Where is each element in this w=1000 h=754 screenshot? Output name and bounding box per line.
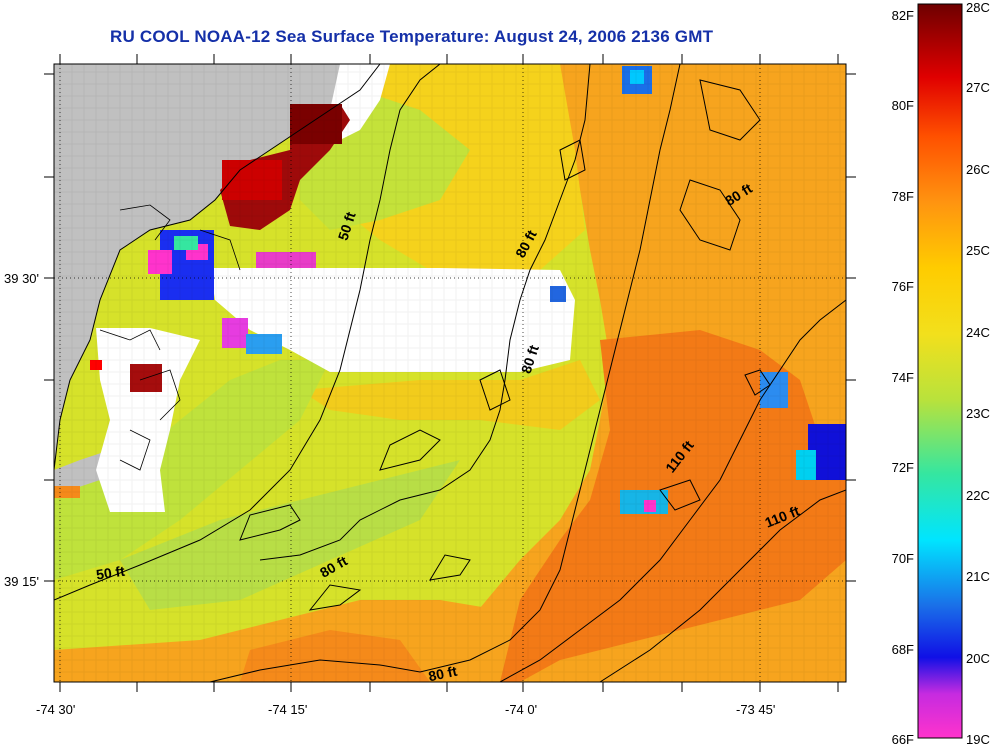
colorbar-c-22: 22C — [966, 488, 990, 503]
lon-label-4: -73 45' — [736, 702, 775, 717]
colorbar-f-68: 68F — [892, 642, 914, 657]
lon-label-1: -74 30' — [36, 702, 75, 717]
colorbar-c-23: 23C — [966, 406, 990, 421]
colorbar-f-66: 66F — [892, 732, 914, 747]
map-title: RU COOL NOAA-12 Sea Surface Temperature:… — [110, 27, 714, 46]
lat-label-2: 39 15' — [4, 574, 39, 589]
coastline — [54, 64, 381, 471]
bathymetry-contours — [54, 64, 846, 682]
colorbar-f-72: 72F — [892, 460, 914, 475]
lat-lon-grid — [54, 64, 846, 682]
map-frame — [53, 63, 847, 683]
colorbar-f-74: 74F — [892, 370, 914, 385]
lon-label-2: -74 15' — [268, 702, 307, 717]
pixel-texture — [54, 64, 846, 682]
colorbar-c-26: 26C — [966, 162, 990, 177]
colorbar-c-24: 24C — [966, 325, 990, 340]
colorbar-f-70: 70F — [892, 551, 914, 566]
colorbar-f-78: 78F — [892, 189, 914, 204]
frame-ticks — [44, 54, 856, 692]
lon-label-3: -74 0' — [505, 702, 537, 717]
colorbar-c-20: 20C — [966, 651, 990, 666]
contour-label-80ft-bottom: 80 ft — [427, 663, 459, 685]
lat-label-1: 39 30' — [4, 271, 39, 286]
colorbar-c-21: 21C — [966, 569, 990, 584]
barrier-islands — [99, 204, 241, 471]
colorbar-c-19: 19C — [966, 732, 990, 747]
colorbar-c-25: 25C — [966, 243, 990, 258]
contour-label-50ft-south: 50 ft — [95, 563, 126, 583]
colorbar-scale — [917, 3, 963, 739]
colorbar-f-82: 82F — [892, 8, 914, 23]
colorbar-f-76: 76F — [892, 279, 914, 294]
colorbar-c-27: 27C — [966, 80, 990, 95]
colorbar-c-28: 28C — [966, 0, 990, 15]
colorbar-f-80: 80F — [892, 98, 914, 113]
